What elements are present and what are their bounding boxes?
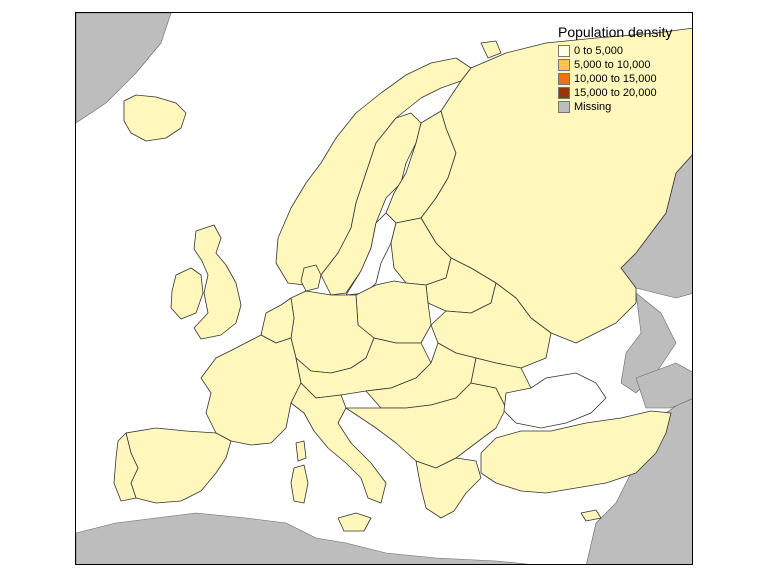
country-portugal bbox=[113, 432, 139, 502]
legend-label: 5,000 to 10,000 bbox=[574, 59, 651, 71]
country-greece bbox=[415, 457, 482, 519]
country-cyprus bbox=[580, 509, 602, 522]
legend-item: 0 to 5,000 bbox=[558, 44, 688, 58]
country-ireland bbox=[170, 267, 204, 320]
country-arctic-islands bbox=[480, 40, 502, 59]
country-russia bbox=[420, 27, 692, 344]
country-italy bbox=[290, 382, 387, 504]
legend-item: 5,000 to 10,000 bbox=[558, 58, 688, 72]
legend-swatch bbox=[558, 73, 570, 85]
legend-title: Population density bbox=[558, 24, 673, 40]
legend-item: 15,000 to 20,000 bbox=[558, 86, 688, 100]
country-turkey bbox=[480, 410, 672, 494]
europe-map bbox=[76, 13, 692, 564]
legend-label: 15,000 to 20,000 bbox=[574, 87, 657, 99]
baltic-sea bbox=[345, 212, 397, 296]
country-sicily bbox=[337, 512, 372, 532]
country-balkans bbox=[345, 382, 507, 469]
country-france bbox=[200, 334, 302, 446]
country-united-kingdom bbox=[193, 224, 242, 340]
legend-label: 10,000 to 15,000 bbox=[574, 73, 657, 85]
missing-region-northwest bbox=[76, 13, 172, 124]
country-benelux bbox=[260, 297, 295, 344]
country-iceland bbox=[123, 94, 187, 142]
missing-region-caucasus bbox=[620, 292, 677, 394]
legend-label: 0 to 5,000 bbox=[574, 45, 623, 57]
missing-region-north-africa bbox=[76, 512, 530, 564]
missing-region-east-lower bbox=[635, 362, 692, 409]
legend-swatch bbox=[558, 101, 570, 113]
country-denmark bbox=[300, 264, 322, 292]
legend-swatch bbox=[558, 45, 570, 57]
legend-swatch bbox=[558, 59, 570, 71]
legend-item: 10,000 to 15,000 bbox=[558, 72, 688, 86]
country-sardinia bbox=[290, 464, 309, 504]
legend-rows: 0 to 5,000 5,000 to 10,000 10,000 to 15,00… bbox=[558, 44, 688, 114]
legend-label: Missing bbox=[574, 101, 612, 113]
map-panel bbox=[75, 12, 693, 565]
country-spain bbox=[125, 427, 232, 504]
legend-swatch bbox=[558, 87, 570, 99]
legend-item: Missing bbox=[558, 100, 688, 114]
black-sea bbox=[503, 372, 607, 429]
country-corsica bbox=[295, 440, 307, 462]
map-legend: Population density 0 to 5,000 5,000 to 10… bbox=[558, 24, 688, 114]
